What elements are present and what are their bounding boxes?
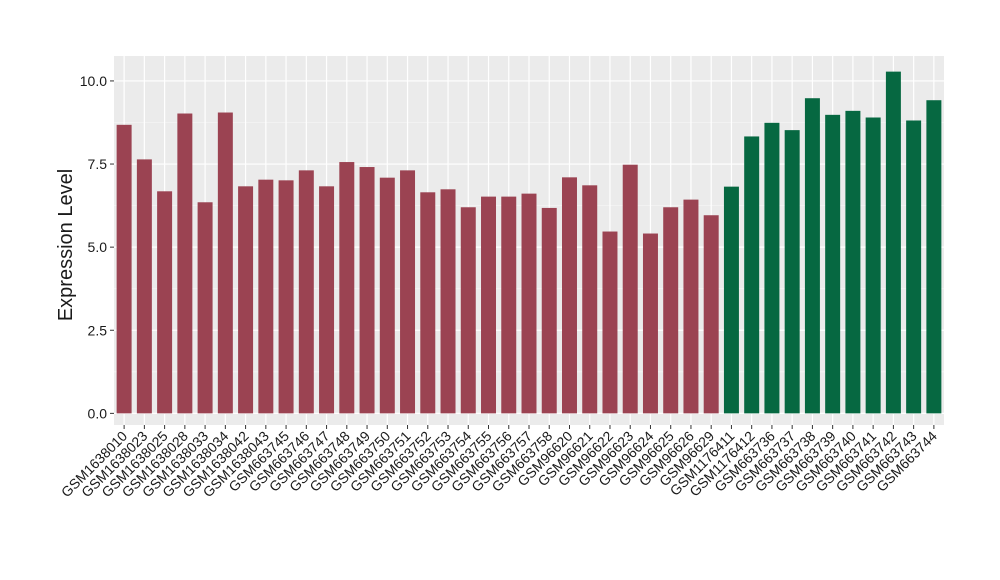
bar-GSM1638028 (177, 113, 193, 414)
bar-GSM663754 (460, 207, 476, 414)
bar-GSM663738 (804, 98, 820, 414)
bar-GSM1176411 (723, 186, 739, 414)
bar-GSM663736 (764, 122, 780, 414)
bar-GSM663756 (501, 196, 517, 414)
bar-GSM1638025 (157, 191, 173, 414)
bar-GSM663752 (420, 192, 436, 414)
bar-GSM1176412 (744, 136, 760, 414)
bar-GSM1638023 (136, 159, 152, 414)
bar-GSM663737 (784, 130, 800, 414)
bar-GSM663743 (906, 120, 922, 414)
bar-GSM663744 (926, 100, 942, 414)
x-axis: GSM1638010GSM1638023GSM1638025GSM1638028… (58, 425, 940, 500)
bar-GSM663758 (541, 207, 557, 414)
bar-GSM663750 (379, 177, 395, 414)
bar-GSM663746 (298, 170, 314, 414)
bar-GSM663741 (865, 117, 881, 414)
bar-GSM96620 (561, 177, 577, 414)
bar-GSM1638033 (197, 202, 213, 414)
bar-GSM96621 (582, 185, 598, 414)
bars (116, 71, 942, 414)
y-tick-label: 2.5 (88, 322, 108, 338)
y-axis: 0.0 2.5 5.0 7.5 10.0 (80, 73, 114, 421)
bar-GSM96622 (602, 231, 618, 414)
bar-GSM96629 (703, 215, 719, 414)
bar-GSM96624 (642, 233, 658, 414)
y-tick-label: 0.0 (88, 405, 108, 421)
bar-GSM663755 (481, 196, 497, 414)
bar-GSM663742 (885, 71, 901, 414)
bar-GSM96625 (663, 207, 679, 414)
bar-GSM1638042 (238, 186, 254, 414)
y-tick-label: 5.0 (88, 239, 108, 255)
bar-GSM663739 (825, 114, 841, 414)
bar-GSM663751 (400, 170, 416, 414)
bar-GSM663749 (359, 167, 375, 414)
bar-GSM1638034 (217, 112, 233, 414)
y-axis-label: Expression Level (55, 169, 77, 321)
bar-GSM663747 (319, 186, 335, 414)
bar-GSM1638043 (258, 179, 274, 414)
y-tick-label: 10.0 (80, 73, 107, 89)
bar-GSM663757 (521, 193, 537, 414)
y-tick-label: 7.5 (88, 156, 108, 172)
bar-GSM663748 (339, 162, 355, 414)
bar-GSM663753 (440, 189, 456, 414)
bar-GSM1638010 (116, 124, 132, 414)
bar-GSM663745 (278, 180, 294, 414)
bar-GSM96623 (622, 164, 638, 414)
bar-GSM96626 (683, 199, 699, 414)
bar-GSM663740 (845, 110, 861, 414)
